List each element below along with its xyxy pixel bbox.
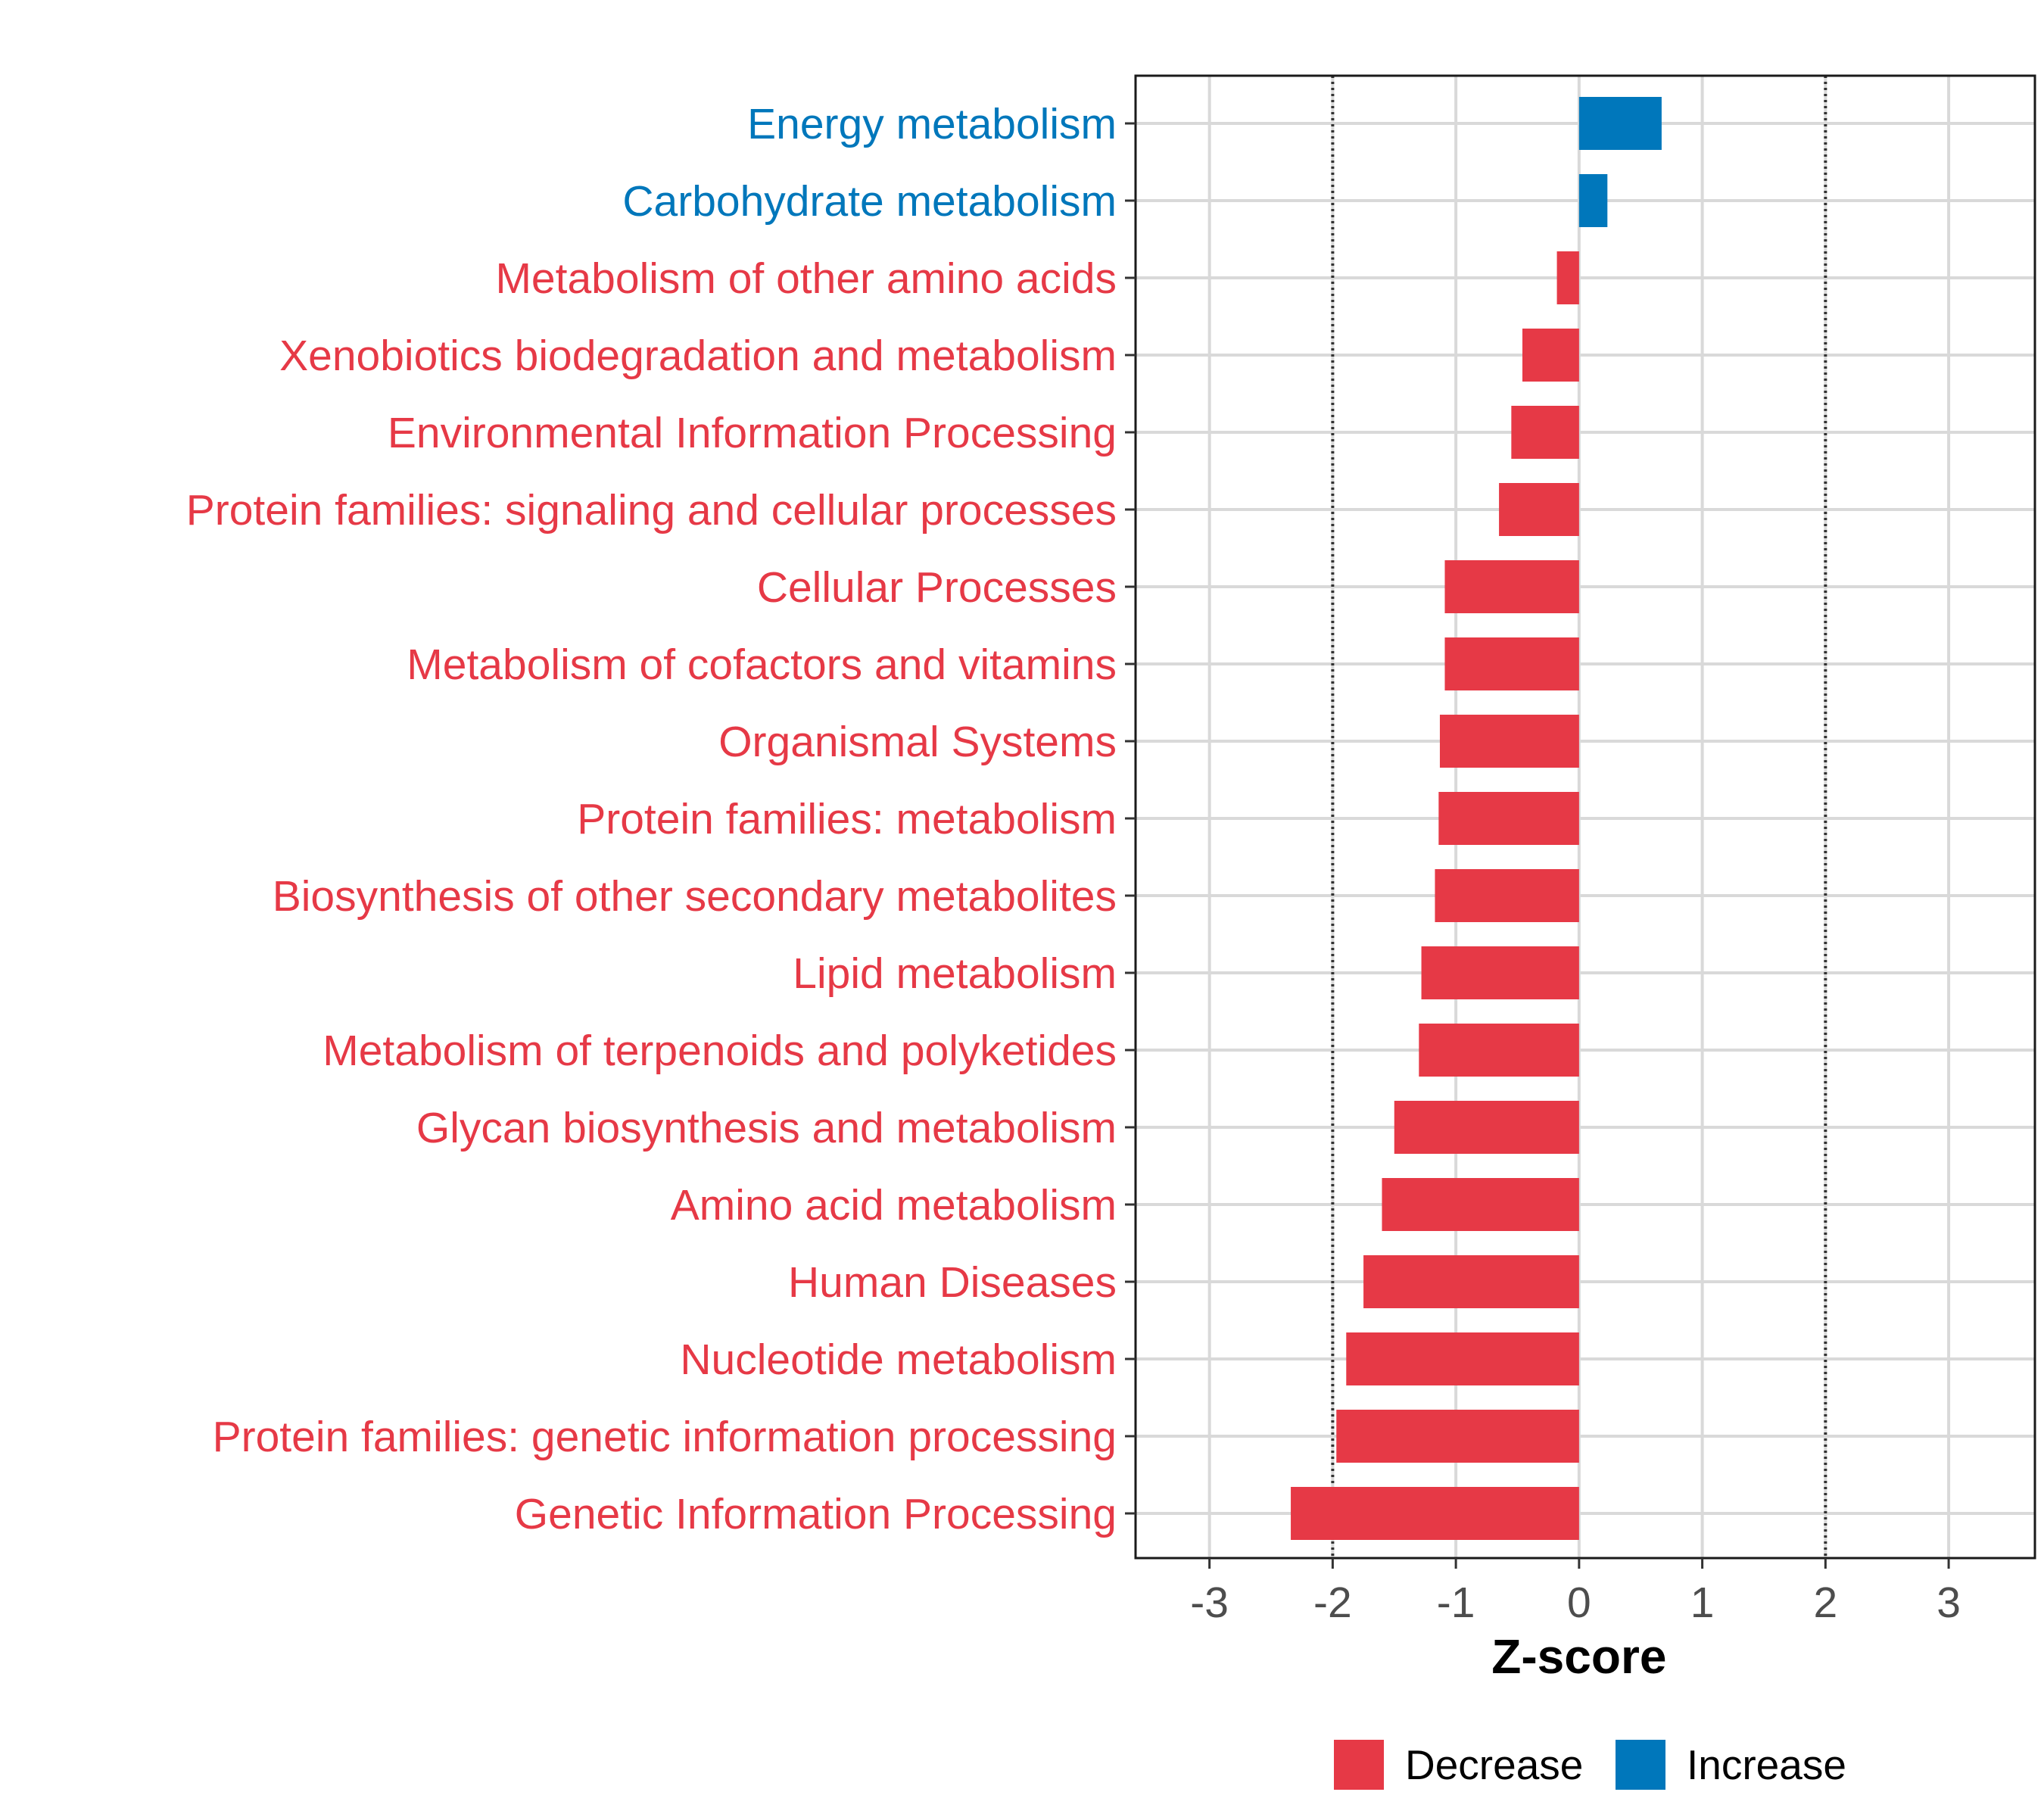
x-tick-label: 2 <box>1813 1579 1837 1627</box>
category-label: Cellular Processes <box>757 563 1117 612</box>
bar <box>1346 1332 1579 1385</box>
plot-panel-border <box>1134 74 2036 1560</box>
x-axis-title: Z-score <box>1491 1629 1666 1684</box>
category-label: Metabolism of other amino acids <box>495 254 1117 303</box>
bar <box>1439 715 1579 768</box>
x-tick-label: 0 <box>1567 1579 1591 1627</box>
bar <box>1382 1178 1579 1231</box>
category-label: Human Diseases <box>788 1258 1117 1307</box>
category-label: Metabolism of terpenoids and polyketides <box>322 1027 1117 1075</box>
bar <box>1435 869 1579 922</box>
legend-swatch <box>1334 1740 1384 1790</box>
bar <box>1444 560 1579 613</box>
x-tick-label: 3 <box>1937 1579 1961 1627</box>
bar <box>1419 1024 1579 1077</box>
bar <box>1438 792 1579 845</box>
x-tick-label: 1 <box>1690 1579 1715 1627</box>
category-label: Metabolism of cofactors and vitamins <box>407 640 1117 689</box>
legend-swatch <box>1616 1740 1665 1790</box>
bar <box>1394 1101 1579 1154</box>
bar <box>1511 406 1579 459</box>
category-label: Protein families: signaling and cellular… <box>186 486 1117 535</box>
category-label: Biosynthesis of other secondary metaboli… <box>273 872 1117 921</box>
x-tick-label: -1 <box>1437 1579 1475 1627</box>
category-label: Protein families: metabolism <box>577 795 1117 843</box>
category-label: Protein families: genetic information pr… <box>213 1413 1117 1461</box>
bar <box>1363 1255 1579 1308</box>
x-tick-label: -2 <box>1313 1579 1352 1627</box>
legend-label: Decrease <box>1405 1741 1583 1788</box>
category-label: Carbohydrate metabolism <box>622 177 1117 226</box>
category-label: Environmental Information Processing <box>388 409 1117 457</box>
legend-label: Increase <box>1687 1741 1846 1788</box>
category-label: Amino acid metabolism <box>671 1181 1117 1230</box>
x-tick-label: -3 <box>1190 1579 1229 1627</box>
category-label: Genetic Information Processing <box>515 1490 1117 1538</box>
bar <box>1291 1487 1579 1540</box>
legend: Decrease Increase <box>1334 1740 1846 1790</box>
category-label: Glycan biosynthesis and metabolism <box>416 1104 1117 1152</box>
category-label: Lipid metabolism <box>793 949 1117 998</box>
bar <box>1421 946 1579 999</box>
bar <box>1444 637 1579 690</box>
bar <box>1578 174 1608 227</box>
category-label: Organismal Systems <box>718 718 1117 766</box>
category-label: Energy metabolism <box>747 100 1117 148</box>
category-label: Xenobiotics biodegradation and metabolis… <box>279 332 1117 380</box>
bar <box>1578 97 1662 150</box>
bar <box>1556 251 1579 304</box>
bar <box>1522 329 1579 382</box>
bar <box>1499 483 1579 536</box>
category-label: Nucleotide metabolism <box>680 1335 1117 1384</box>
bar <box>1336 1410 1579 1463</box>
